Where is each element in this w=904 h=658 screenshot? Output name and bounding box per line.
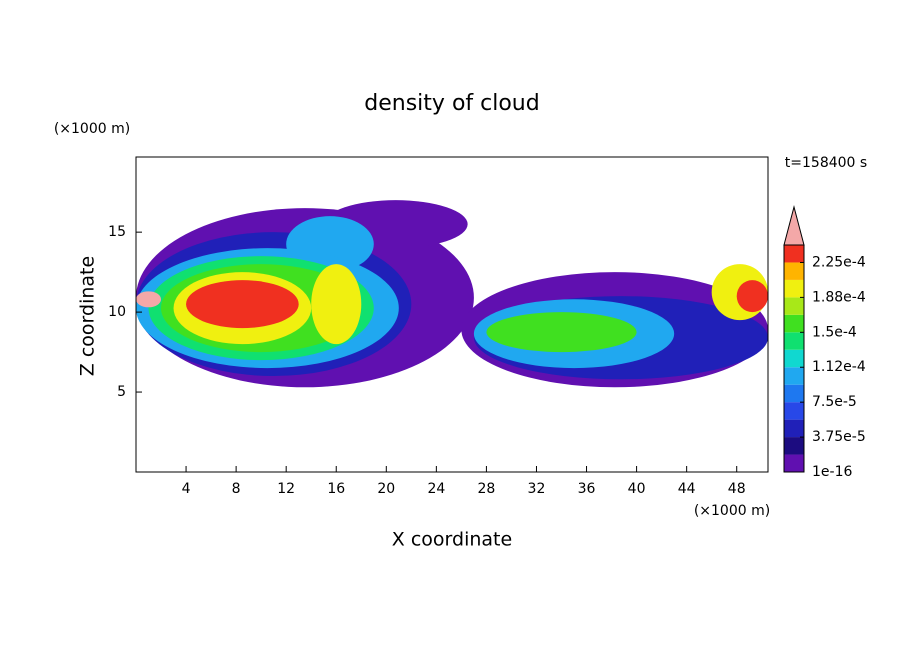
x-tick-label: 4 [182, 481, 191, 497]
colorbar-band [784, 367, 804, 385]
x-tick-label: 40 [628, 481, 646, 497]
colorbar-band [784, 297, 804, 315]
x-tick-label: 24 [427, 481, 445, 497]
colorbar-tick-label: 1e-16 [812, 464, 852, 480]
x-tick-label: 8 [232, 481, 241, 497]
x-tick-label: 48 [728, 481, 746, 497]
field [136, 200, 768, 388]
colorbar-band [784, 419, 804, 438]
colorbar: 1e-16 3.75e-5 7.5e-5 1.12e-4 1.5e-4 1.88e-4 2.… [783, 205, 866, 480]
y-unit: (×1000 m) [54, 121, 130, 137]
y-tick-label: 15 [108, 224, 126, 240]
colorbar-frame [783, 244, 805, 473]
chart-title: density of cloud [364, 91, 539, 116]
y-tick-label: 10 [108, 304, 126, 320]
colorbar-band [784, 314, 804, 333]
colorbar-band [784, 262, 804, 280]
x-tick-label: 28 [478, 481, 496, 497]
plot-frame [135, 156, 769, 473]
x-tick-label: 16 [327, 481, 345, 497]
colorbar-band [784, 402, 804, 420]
colorbar-band [784, 349, 804, 368]
cloud-region [311, 264, 362, 345]
colorbar-tick-label: 1.88e-4 [812, 289, 866, 305]
x-tick-label: 12 [277, 481, 295, 497]
cloud-region [486, 312, 637, 353]
y-tick-label: 5 [117, 384, 126, 400]
colorbar-band [784, 384, 804, 403]
colorbar-tick-label: 2.25e-4 [812, 254, 866, 270]
x-tick-label: 20 [377, 481, 395, 497]
colorbar-band [784, 437, 804, 455]
time-label: t=158400 s [785, 155, 867, 171]
cloud-region [136, 291, 162, 308]
x-tick-label: 32 [528, 481, 546, 497]
colorbar-band [784, 332, 804, 350]
x-tick-label: 36 [578, 481, 596, 497]
cloud-region [736, 280, 768, 313]
colorbar-band [784, 454, 804, 472]
colorbar-tick-label: 1.5e-4 [812, 324, 857, 340]
y-axis-label: Z coordinate [77, 256, 99, 376]
colorbar-tick-label: 1.12e-4 [812, 359, 866, 375]
colorbar-tick-label: 7.5e-5 [812, 394, 857, 410]
x-unit: (×1000 m) [694, 503, 770, 519]
x-axis-label: X coordinate [392, 529, 512, 551]
colorbar-band [784, 245, 804, 263]
cloud-region [186, 280, 299, 329]
colorbar-overflow [783, 205, 805, 246]
x-tick-label: 44 [678, 481, 696, 497]
colorbar-band [784, 279, 804, 298]
colorbar-tick-label: 3.75e-5 [812, 429, 866, 445]
